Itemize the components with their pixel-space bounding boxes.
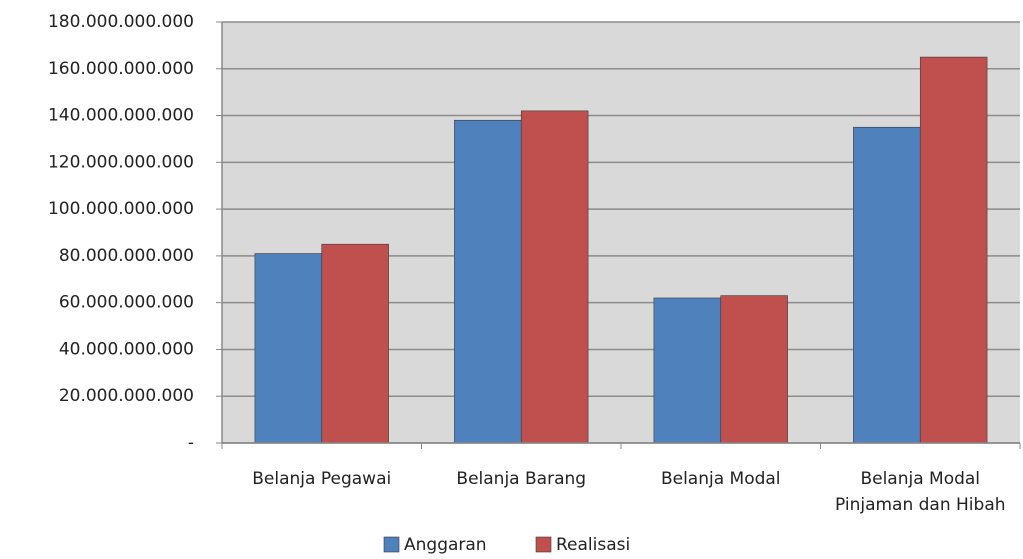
y-tick-label: 100.000.000.000 [48, 199, 194, 219]
y-tick-label: - [188, 433, 194, 453]
y-tick-label: 140.000.000.000 [48, 106, 194, 126]
bar [321, 243, 389, 444]
bar [853, 126, 921, 444]
bar [653, 297, 722, 444]
x-tick-label: Belanja Barang [456, 469, 587, 489]
bar [919, 56, 988, 444]
bar [254, 253, 323, 444]
x-tick-label: Belanja Modal Pinjaman dan Hibah [834, 469, 1006, 515]
bar [454, 119, 522, 444]
y-tick-label: 40.000.000.000 [59, 339, 194, 359]
y-tick-label: 160.000.000.000 [48, 59, 194, 79]
y-tick-label: 80.000.000.000 [59, 246, 194, 266]
bar [520, 110, 589, 444]
legend-swatch [535, 536, 552, 553]
y-tick-label: 120.000.000.000 [48, 152, 194, 172]
bar [720, 295, 788, 444]
x-tick-label: Belanja Modal [660, 469, 781, 489]
legend-label: Anggaran [404, 535, 487, 555]
legend-label: Realisasi [556, 535, 630, 555]
y-tick-label: 180.000.000.000 [48, 12, 194, 32]
legend-swatch [383, 536, 400, 553]
y-tick-label: 60.000.000.000 [59, 293, 194, 313]
x-tick-label: Belanja Pegawai [252, 469, 392, 489]
y-tick-label: 20.000.000.000 [59, 386, 194, 406]
